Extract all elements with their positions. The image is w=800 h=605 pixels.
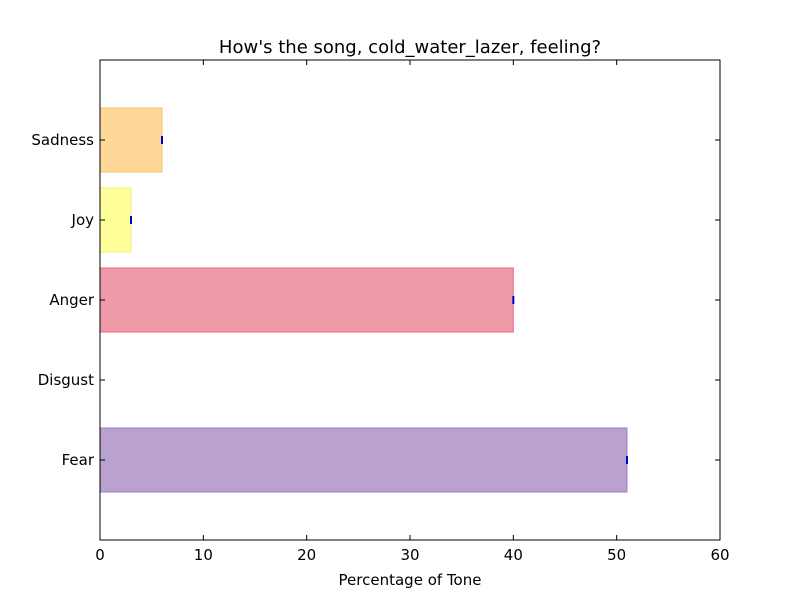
y-tick-label-joy: Joy bbox=[71, 211, 95, 229]
y-tick-label-sadness: Sadness bbox=[31, 131, 94, 149]
chart-title: How's the song, cold_water_lazer, feelin… bbox=[219, 37, 601, 58]
x-tick-label-0: 0 bbox=[95, 546, 105, 564]
x-tick-label-60: 60 bbox=[710, 546, 729, 564]
x-tick-label-40: 40 bbox=[504, 546, 523, 564]
x-tick-label-30: 30 bbox=[400, 546, 419, 564]
bar-sadness bbox=[99, 107, 163, 173]
y-tick-label-disgust: Disgust bbox=[38, 371, 94, 389]
x-axis-label: Percentage of Tone bbox=[339, 571, 482, 589]
y-tick-label-fear: Fear bbox=[62, 451, 95, 469]
bar-anger bbox=[99, 267, 514, 333]
y-tick-label-anger: Anger bbox=[49, 291, 95, 309]
bar-fear bbox=[99, 427, 628, 493]
x-tick-label-50: 50 bbox=[607, 546, 626, 564]
x-tick-label-20: 20 bbox=[297, 546, 316, 564]
x-tick-label-10: 10 bbox=[194, 546, 213, 564]
